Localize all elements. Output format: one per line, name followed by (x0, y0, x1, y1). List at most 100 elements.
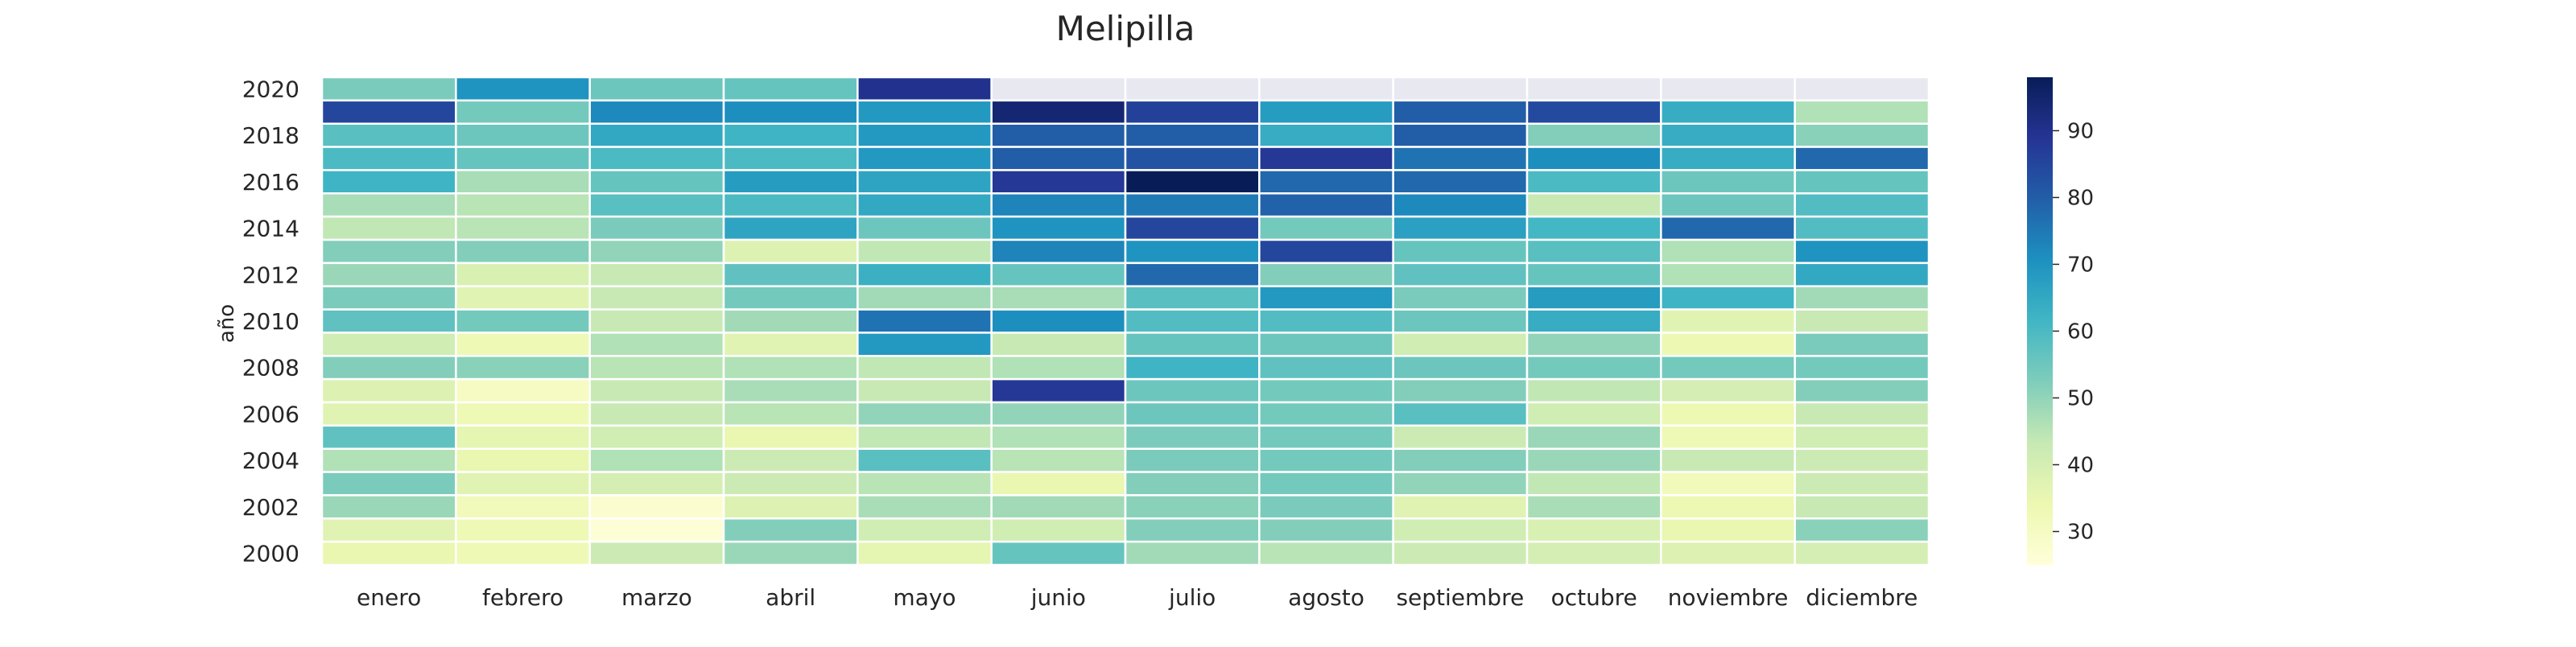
heatmap-cell (857, 308, 993, 334)
heatmap-cell (857, 494, 993, 520)
colorbar-tick-label: 70 (2067, 253, 2094, 277)
heatmap-cell (990, 238, 1127, 265)
heatmap-cell (1392, 517, 1529, 543)
heatmap-cell (455, 285, 591, 311)
heatmap-cell (1794, 146, 1930, 171)
heatmap-cell (722, 377, 859, 404)
heatmap-cell (1124, 192, 1261, 218)
heatmap-cell (1258, 169, 1394, 195)
heatmap-cell (857, 122, 993, 148)
heatmap-cell (722, 447, 859, 473)
heatmap-cell (455, 76, 591, 102)
heatmap-cell (1794, 215, 1930, 241)
heatmap-cell (588, 424, 725, 450)
heatmap-cell (990, 262, 1127, 287)
heatmap-cell (588, 238, 725, 265)
heatmap-cell (1258, 332, 1394, 357)
colorbar-tick-label: 40 (2067, 453, 2094, 477)
heatmap-cell (1525, 122, 1662, 148)
heatmap-cell (455, 471, 591, 497)
heatmap-cell (1660, 332, 1796, 357)
heatmap-cell (455, 494, 591, 520)
heatmap-cell (990, 447, 1127, 473)
heatmap-cell (455, 99, 591, 125)
heatmap-cell (1124, 540, 1261, 567)
heatmap-cell (1258, 308, 1394, 334)
x-tick-label: diciembre (1806, 584, 1918, 611)
y-tick-label: 2002 (242, 494, 299, 521)
heatmap-cell (722, 169, 859, 195)
heatmap-cell (722, 471, 859, 497)
heatmap-cell (857, 215, 993, 241)
heatmap-cell (990, 308, 1127, 334)
heatmap-cell (1525, 146, 1662, 171)
heatmap-cell (588, 215, 725, 241)
heatmap-cell (1525, 99, 1662, 125)
colorbar: 30 40 50 60 70 80 90 (2027, 77, 2094, 565)
heatmap-cell (455, 355, 591, 381)
heatmap-cell (1660, 471, 1796, 497)
heatmap-cell (1525, 494, 1662, 520)
heatmap-cell (320, 99, 457, 125)
heatmap-cell (990, 355, 1127, 381)
heatmap-cell (1258, 192, 1394, 218)
heatmap-cell (1392, 471, 1529, 497)
heatmap-cell (722, 146, 859, 171)
heatmap-cell (1392, 424, 1529, 450)
heatmap-cell (1660, 99, 1796, 125)
heatmap-cell (1124, 99, 1261, 125)
heatmap-cell (320, 447, 457, 473)
heatmap-cell (1660, 169, 1796, 195)
heatmap-cell (1392, 332, 1529, 357)
heatmap-cell (320, 517, 457, 543)
heatmap-cell (455, 146, 591, 171)
heatmap-cell (1124, 122, 1261, 148)
heatmap-cell (1794, 401, 1930, 427)
x-tick-label: julio (1168, 584, 1216, 611)
heatmap-cell (1660, 355, 1796, 381)
heatmap-cell (1794, 262, 1930, 287)
heatmap-cell (320, 355, 457, 381)
heatmap-cell (455, 540, 591, 567)
heatmap-cell (320, 401, 457, 427)
heatmap-cell (990, 122, 1127, 148)
heatmap-cell (588, 262, 725, 287)
heatmap-cell (857, 76, 993, 102)
heatmap-cell (320, 377, 457, 404)
colorbar-tick-label: 90 (2067, 119, 2094, 143)
heatmap-cell (1124, 146, 1261, 171)
x-tick-labels: enero febrero marzo abril mayo junio julio agos… (357, 584, 1918, 611)
heatmap-cell (320, 494, 457, 520)
heatmap-cell (857, 540, 993, 567)
heatmap-cell (1392, 401, 1529, 427)
heatmap-cell (1525, 285, 1662, 311)
heatmap-cell (1392, 285, 1529, 311)
heatmap-cell (1392, 355, 1529, 381)
heatmap-cell (455, 262, 591, 287)
heatmap-cell (1525, 262, 1662, 287)
heatmap-cell (1794, 192, 1930, 218)
heatmap-cell (588, 377, 725, 404)
heatmap-cell (1794, 285, 1930, 311)
heatmap-cell (1392, 262, 1529, 287)
heatmap-cell (588, 517, 725, 543)
heatmap-cell (990, 517, 1127, 543)
heatmap-cell (722, 99, 859, 125)
heatmap-cell (320, 146, 457, 171)
heatmap-cell (1525, 447, 1662, 473)
y-tick-label: 2014 (242, 216, 299, 242)
heatmap-cell (1392, 494, 1529, 520)
heatmap-cell (1660, 447, 1796, 473)
heatmap-cell (455, 215, 591, 241)
heatmap-cell (320, 169, 457, 195)
heatmap-cell (1794, 122, 1930, 148)
heatmap-cell (1525, 332, 1662, 357)
heatmap-cell (320, 540, 457, 567)
heatmap-cell (1660, 540, 1796, 567)
heatmap-cell (1124, 76, 1261, 102)
heatmap-cell (857, 424, 993, 450)
heatmap-cell (722, 122, 859, 148)
heatmap-cell (1794, 99, 1930, 125)
x-tick-label: agosto (1288, 584, 1364, 611)
